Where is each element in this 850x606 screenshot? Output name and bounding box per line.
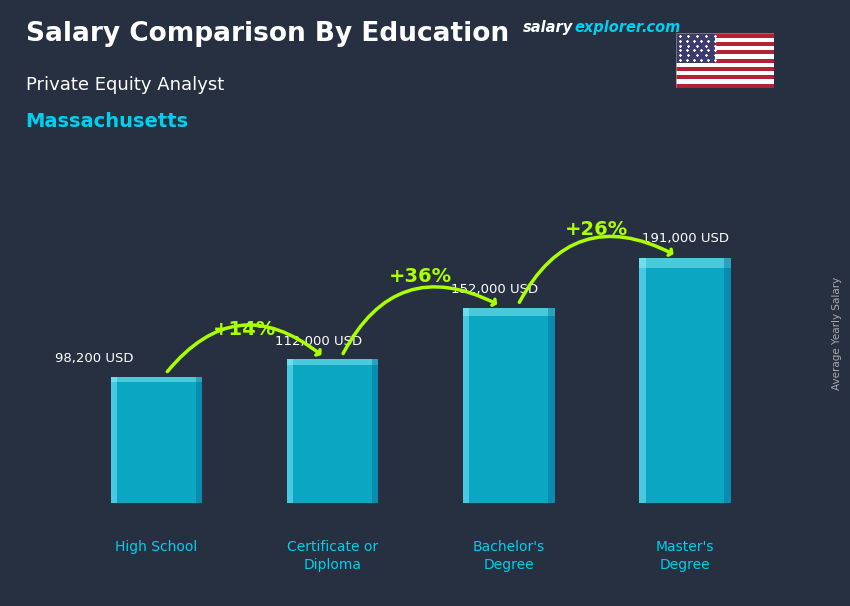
Text: Master's
Degree: Master's Degree <box>656 539 714 572</box>
Bar <box>676 55 774 59</box>
Bar <box>463 308 555 316</box>
Bar <box>110 377 202 382</box>
Bar <box>676 33 774 38</box>
Bar <box>639 258 731 503</box>
FancyArrowPatch shape <box>167 325 320 371</box>
Text: Private Equity Analyst: Private Equity Analyst <box>26 76 224 94</box>
Text: 112,000 USD: 112,000 USD <box>275 335 362 348</box>
Text: Average Yearly Salary: Average Yearly Salary <box>832 277 842 390</box>
Bar <box>196 377 202 503</box>
Bar <box>110 377 117 503</box>
Bar <box>676 59 774 62</box>
Bar <box>676 62 774 67</box>
Text: 152,000 USD: 152,000 USD <box>451 284 538 296</box>
Bar <box>676 71 774 75</box>
FancyArrowPatch shape <box>343 287 496 354</box>
Bar <box>548 308 555 503</box>
Text: +36%: +36% <box>389 267 452 286</box>
Text: High School: High School <box>116 539 197 554</box>
Bar <box>676 50 774 55</box>
Bar <box>286 359 378 365</box>
Text: Massachusetts: Massachusetts <box>26 112 189 131</box>
Text: .com: .com <box>642 20 681 35</box>
Bar <box>639 258 646 503</box>
Bar <box>676 46 774 50</box>
Text: Bachelor's
Degree: Bachelor's Degree <box>473 539 545 572</box>
Text: +26%: +26% <box>565 220 629 239</box>
Bar <box>463 308 555 503</box>
Bar <box>676 67 774 71</box>
Text: explorer: explorer <box>575 20 643 35</box>
Bar <box>676 79 774 84</box>
Bar <box>676 75 774 79</box>
Bar <box>676 33 715 62</box>
Bar <box>372 359 378 503</box>
Text: +14%: +14% <box>212 320 276 339</box>
Bar <box>286 359 293 503</box>
Text: Salary Comparison By Education: Salary Comparison By Education <box>26 21 508 47</box>
Text: salary: salary <box>523 20 573 35</box>
FancyArrowPatch shape <box>519 236 672 302</box>
Bar <box>676 38 774 42</box>
Bar <box>676 42 774 46</box>
Text: 191,000 USD: 191,000 USD <box>642 232 728 245</box>
Text: 98,200 USD: 98,200 USD <box>55 353 134 365</box>
Bar <box>286 359 378 503</box>
Bar <box>676 84 774 88</box>
Bar <box>724 258 731 503</box>
Text: Certificate or
Diploma: Certificate or Diploma <box>287 539 378 572</box>
Bar <box>110 377 202 503</box>
Bar <box>463 308 469 503</box>
Bar <box>639 258 731 268</box>
